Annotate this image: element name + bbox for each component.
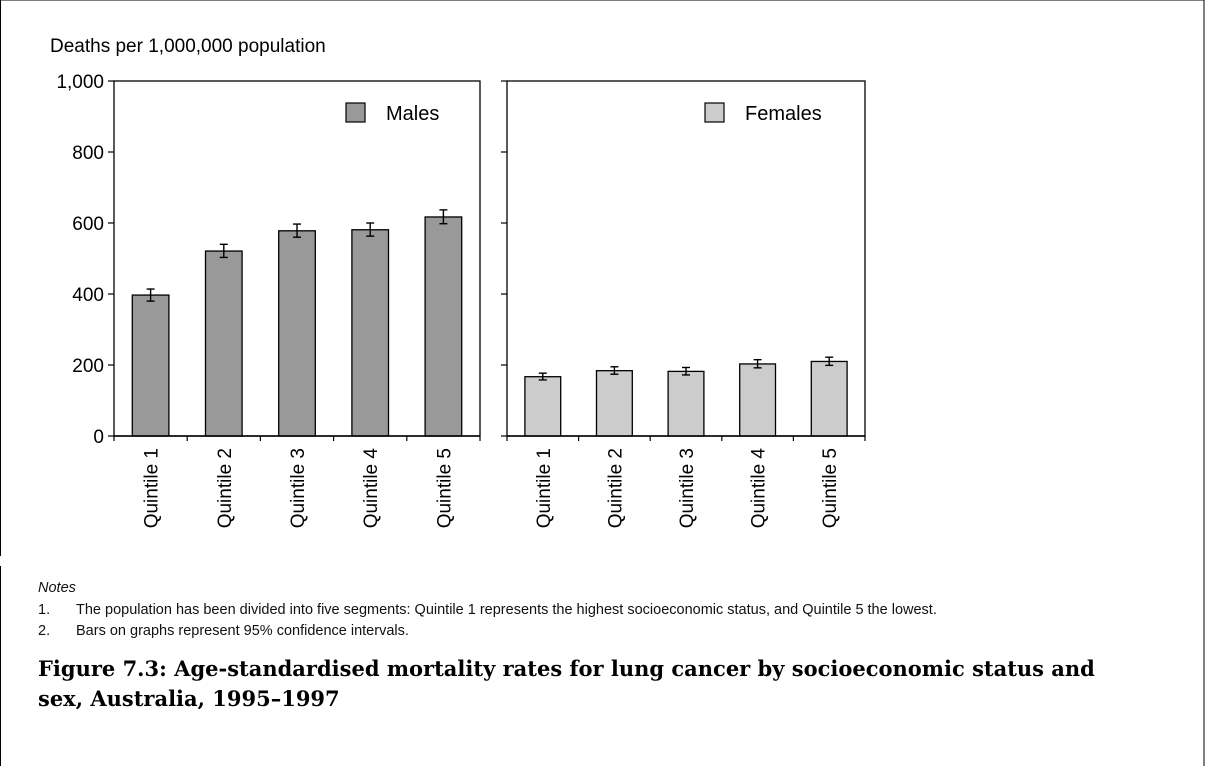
figure-caption: Figure 7.3: Age-standardised mortality r… xyxy=(38,656,1095,711)
note-text: Bars on graphs represent 95% confidence … xyxy=(76,623,409,639)
bar xyxy=(595,370,633,437)
x-tick-label: Quintile 3 xyxy=(288,448,309,528)
notes: Notes 1. The population has been divided… xyxy=(38,580,1198,642)
bar xyxy=(524,376,562,437)
x-tick-label: Quintile 4 xyxy=(749,448,770,529)
bar xyxy=(351,229,390,437)
notes-heading: Notes xyxy=(38,580,76,596)
x-tick-label: Quintile 2 xyxy=(215,448,236,528)
males-chart: 0 200 400 600 800 1,000 Quintile 1 Quintile 2 Qu… xyxy=(56,72,481,529)
females-chart: Quintile 1 Quintile 2 Quintile 3 Quintile 4… xyxy=(501,80,866,529)
x-tick-label: Quintile 1 xyxy=(534,448,555,528)
x-tick-label: Quintile 5 xyxy=(434,448,455,528)
note-number: 1. xyxy=(38,602,51,618)
y-tick-label: 0 xyxy=(93,427,104,448)
note-item: 1. The population has been divided into … xyxy=(38,600,1198,621)
y-axis-label: Deaths per 1,000,000 population xyxy=(50,36,326,57)
legend-label: Females xyxy=(745,103,822,125)
bar xyxy=(667,370,705,437)
y-tick-label: 800 xyxy=(72,143,104,164)
bar xyxy=(424,216,463,437)
note-item: 2. Bars on graphs represent 95% confiden… xyxy=(38,621,1198,642)
y-tick-label: 1,000 xyxy=(56,72,104,93)
bar xyxy=(739,363,777,437)
legend-swatch xyxy=(704,102,725,123)
legend-swatch xyxy=(345,102,366,123)
x-tick-label: Quintile 3 xyxy=(677,448,698,528)
x-tick-label: Quintile 2 xyxy=(605,448,626,528)
legend-label: Males xyxy=(386,103,439,125)
bar xyxy=(810,360,848,437)
x-tick-label: Quintile 4 xyxy=(361,448,382,529)
x-tick-label: Quintile 5 xyxy=(820,448,841,528)
note-number: 2. xyxy=(38,623,51,639)
y-tick-label: 600 xyxy=(72,214,104,235)
y-tick-label: 400 xyxy=(72,285,104,306)
bar xyxy=(131,294,170,437)
bar xyxy=(204,250,243,437)
y-tick-label: 200 xyxy=(72,356,104,377)
x-tick-label: Quintile 1 xyxy=(142,448,163,528)
note-text: The population has been divided into fiv… xyxy=(76,602,937,618)
bar xyxy=(278,230,316,437)
